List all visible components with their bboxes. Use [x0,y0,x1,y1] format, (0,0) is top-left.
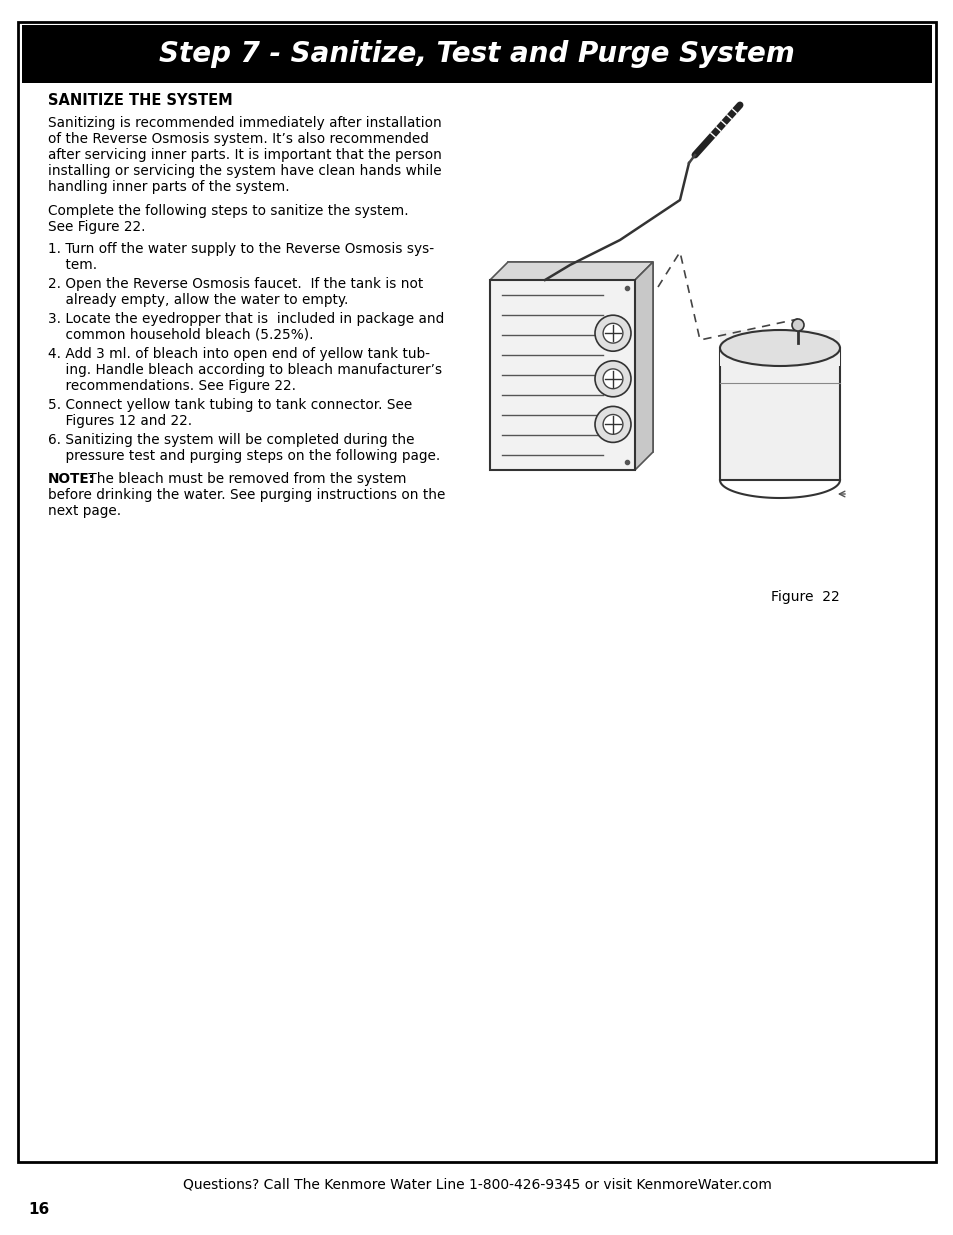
Text: See Figure 22.: See Figure 22. [48,220,146,233]
Text: Complete the following steps to sanitize the system.: Complete the following steps to sanitize… [48,204,408,219]
Bar [507,262,652,452]
Circle shape [595,315,630,351]
Text: handling inner parts of the system.: handling inner parts of the system. [48,180,290,194]
Text: The bleach must be removed from the system: The bleach must be removed from the syst… [84,472,406,487]
Circle shape [791,319,803,331]
Text: 2. Open the Reverse Osmosis faucet.  If the tank is not: 2. Open the Reverse Osmosis faucet. If t… [48,277,423,291]
Text: 3. Locate the eyedropper that is  included in package and: 3. Locate the eyedropper that is include… [48,312,444,326]
Bar [720,348,840,480]
Text: 4. Add 3 ml. of bleach into open end of yellow tank tub-: 4. Add 3 ml. of bleach into open end of … [48,347,430,361]
Circle shape [602,369,622,389]
Text: next page.: next page. [48,504,121,517]
Text: Sanitizing is recommended immediately after installation: Sanitizing is recommended immediately af… [48,116,441,130]
Text: recommendations. See Figure 22.: recommendations. See Figure 22. [48,379,295,393]
Circle shape [602,415,622,435]
Ellipse shape [720,330,840,366]
Text: after servicing inner parts. It is important that the person: after servicing inner parts. It is impor… [48,148,441,162]
Circle shape [595,406,630,442]
Bar [720,330,840,366]
Text: ing. Handle bleach according to bleach manufacturer’s: ing. Handle bleach according to bleach m… [48,363,441,377]
Circle shape [595,361,630,396]
Text: installing or servicing the system have clean hands while: installing or servicing the system have … [48,164,441,178]
Text: before drinking the water. See purging instructions on the: before drinking the water. See purging i… [48,488,445,501]
Bar [22,25,931,83]
Text: of the Reverse Osmosis system. It’s also recommended: of the Reverse Osmosis system. It’s also… [48,132,429,146]
Text: Questions? Call The Kenmore Water Line 1-800-426-9345 or visit KenmoreWater.com: Questions? Call The Kenmore Water Line 1… [182,1178,771,1192]
Text: 1. Turn off the water supply to the Reverse Osmosis sys-: 1. Turn off the water supply to the Reve… [48,242,434,256]
Circle shape [602,324,622,343]
Text: 16: 16 [28,1203,50,1218]
Text: 6. Sanitizing the system will be completed during the: 6. Sanitizing the system will be complet… [48,433,414,447]
Text: pressure test and purging steps on the following page.: pressure test and purging steps on the f… [48,450,439,463]
Text: already empty, allow the water to empty.: already empty, allow the water to empty. [48,293,348,308]
Polygon shape [490,262,652,280]
Polygon shape [635,262,652,471]
Text: Figures 12 and 22.: Figures 12 and 22. [48,414,192,429]
Bar [490,280,635,471]
Text: common household bleach (5.25%).: common household bleach (5.25%). [48,329,314,342]
Text: SANITIZE THE SYSTEM: SANITIZE THE SYSTEM [48,93,233,107]
Text: Step 7 - Sanitize, Test and Purge System: Step 7 - Sanitize, Test and Purge System [159,40,794,68]
Text: Figure  22: Figure 22 [770,590,840,604]
Text: tem.: tem. [48,258,97,272]
Text: 5. Connect yellow tank tubing to tank connector. See: 5. Connect yellow tank tubing to tank co… [48,398,412,412]
Text: NOTE:: NOTE: [48,472,95,487]
